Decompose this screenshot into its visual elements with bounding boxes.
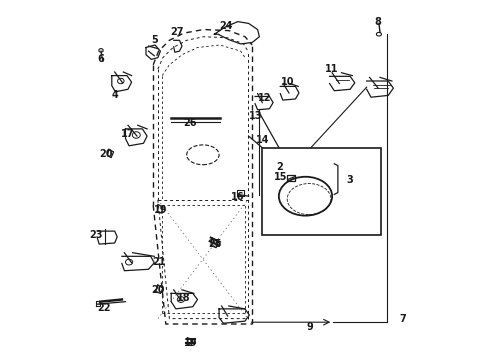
Text: 7: 7 [399, 314, 406, 324]
Text: 6: 6 [97, 54, 104, 64]
Text: 19: 19 [154, 204, 167, 215]
Text: 3: 3 [346, 175, 353, 185]
Text: 14: 14 [255, 135, 269, 145]
Text: 24: 24 [220, 21, 233, 31]
Text: 11: 11 [325, 64, 338, 74]
Text: 13: 13 [249, 111, 263, 121]
Text: 5: 5 [151, 35, 158, 45]
Text: 26: 26 [184, 118, 197, 128]
Text: 12: 12 [258, 93, 272, 103]
Text: 17: 17 [121, 129, 135, 139]
Text: 27: 27 [170, 27, 183, 37]
Text: 15: 15 [273, 172, 287, 182]
Text: 2: 2 [276, 162, 283, 172]
Text: 18: 18 [177, 293, 191, 303]
Text: 10: 10 [281, 77, 294, 87]
Text: 9: 9 [306, 321, 313, 332]
Text: 4: 4 [111, 90, 118, 100]
Text: 22: 22 [97, 303, 111, 313]
Text: 25: 25 [209, 239, 222, 249]
Text: 19: 19 [184, 338, 197, 348]
Text: 23: 23 [89, 230, 102, 240]
Text: 20: 20 [99, 149, 113, 159]
Bar [262, 148, 381, 235]
Text: 20: 20 [151, 285, 165, 295]
Text: 8: 8 [375, 17, 382, 27]
Text: 16: 16 [231, 192, 245, 202]
Text: 21: 21 [152, 257, 166, 267]
